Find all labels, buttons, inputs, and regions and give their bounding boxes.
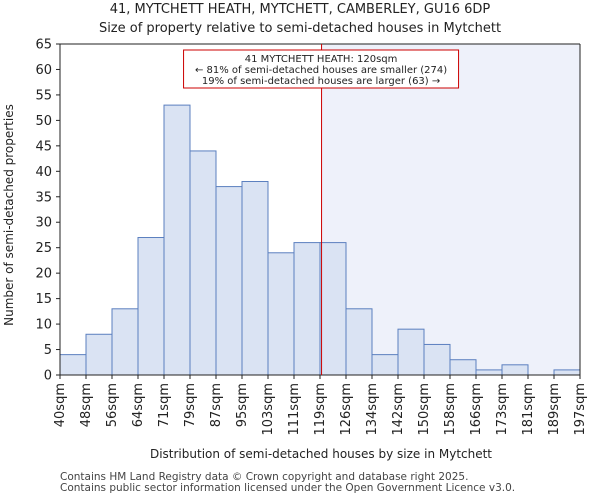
bar-166sqm	[475, 369, 503, 376]
bar-71sqm	[163, 104, 191, 376]
bar-150sqm	[423, 343, 451, 376]
chart-subtitle: Size of property relative to semi-detach…	[98, 21, 502, 36]
x-tick-label: 95sqm	[235, 383, 250, 427]
x-tick-label: 166sqm	[469, 383, 484, 436]
y-axis-label: Number of semi-detached properties	[2, 104, 16, 326]
x-tick-label: 111sqm	[287, 383, 302, 436]
bar-119sqm	[319, 242, 347, 376]
footer: Contains HM Land Registry data © Crown c…	[60, 472, 515, 494]
annotation-line-2: ← 81% of semi-detached houses are smalle…	[195, 65, 447, 76]
x-tick-label: 79sqm	[183, 383, 198, 427]
bar-173sqm	[501, 364, 529, 376]
x-tick-label: 150sqm	[417, 383, 432, 436]
x-tick-label: 40sqm	[53, 383, 68, 427]
y-tick-label: 60	[35, 63, 52, 78]
y-tick-label: 10	[35, 318, 52, 333]
footer-line-2: Contains public sector information licen…	[60, 482, 516, 494]
x-tick-label: 56sqm	[105, 383, 120, 427]
annotation-line-1: 41 MYTCHETT HEATH: 120sqm	[245, 54, 398, 65]
bar-56sqm	[111, 308, 139, 376]
x-axis-label: Distribution of semi-detached houses by …	[150, 447, 492, 461]
y-tick-label: 30	[35, 216, 52, 231]
y-tick-label: 0	[44, 369, 52, 384]
bar-126sqm	[345, 308, 373, 376]
x-tick-label: 181sqm	[521, 383, 536, 436]
x-tick-label: 158sqm	[443, 383, 458, 436]
y-tick-label: 20	[35, 267, 52, 282]
bar-111sqm	[293, 242, 321, 376]
x-tick-label: 134sqm	[365, 383, 380, 436]
y-tick-label: 45	[35, 139, 52, 154]
x-tick-label: 142sqm	[391, 383, 406, 436]
y-tick-label: 5	[44, 343, 52, 358]
y-tick-label: 55	[35, 88, 52, 103]
bar-134sqm	[371, 354, 399, 376]
bar-95sqm	[241, 180, 269, 376]
annotation-box	[183, 49, 460, 89]
bar-103sqm	[267, 252, 295, 376]
x-tick-label: 64sqm	[131, 383, 146, 427]
bar-158sqm	[449, 359, 477, 376]
x-tick-label: 103sqm	[261, 383, 276, 436]
bar-48sqm	[85, 333, 113, 376]
bar-87sqm	[215, 186, 243, 376]
y-tick-label: 15	[35, 292, 52, 307]
y-tick-label: 50	[35, 114, 52, 129]
x-tick-label: 48sqm	[79, 383, 94, 427]
x-tick-label: 126sqm	[339, 383, 354, 436]
bar-79sqm	[189, 150, 217, 376]
y-tick-label: 65	[35, 38, 52, 53]
annotation-line-3: 19% of semi-detached houses are larger (…	[202, 76, 440, 87]
bar-189sqm	[553, 369, 581, 376]
x-tick-label: 197sqm	[573, 383, 588, 436]
x-tick-label: 87sqm	[209, 383, 224, 427]
footer-line-1: Contains HM Land Registry data © Crown c…	[60, 471, 469, 483]
x-tick-label: 71sqm	[157, 383, 172, 427]
y-tick-label: 40	[35, 165, 52, 180]
x-tick-label: 173sqm	[495, 383, 510, 436]
chart-title: 41, MYTCHETT HEATH, MYTCHETT, CAMBERLEY,…	[109, 2, 491, 17]
bar-40sqm	[59, 354, 87, 376]
y-tick-label: 25	[35, 241, 52, 256]
x-tick-label: 119sqm	[313, 383, 328, 436]
y-tick-label: 35	[35, 190, 52, 205]
bar-142sqm	[397, 328, 425, 376]
x-tick-label: 189sqm	[547, 383, 562, 436]
bar-64sqm	[137, 237, 165, 376]
